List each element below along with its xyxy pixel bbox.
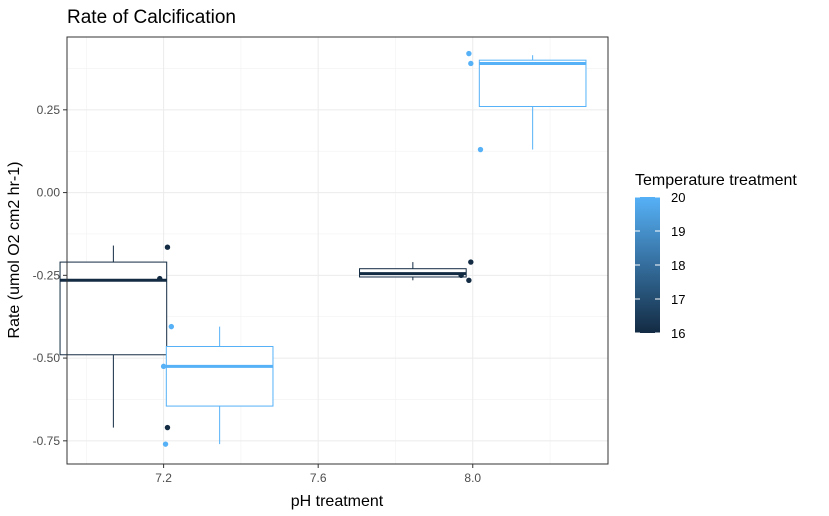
plot-panel	[67, 37, 608, 464]
x-tick-label: 7.2	[155, 471, 172, 485]
legend: Temperature treatment 16 17 18 19 20	[635, 172, 797, 341]
legend-break-label: 16	[671, 326, 685, 341]
data-point	[468, 60, 474, 67]
box-7.2-20	[165, 326, 274, 445]
points	[157, 50, 484, 447]
data-point	[164, 424, 171, 431]
legend-break-label: 17	[671, 292, 685, 307]
data-point	[162, 441, 169, 447]
y-tick-label: 0.00	[37, 186, 61, 200]
grid-minor	[67, 37, 608, 464]
x-tick-label: 8.0	[464, 471, 481, 485]
grid-major	[67, 37, 608, 464]
box-iqr	[59, 261, 168, 356]
legend-title: Temperature treatment	[635, 172, 797, 189]
box-7.2-16	[59, 245, 168, 428]
y-tick-label: 0.25	[37, 103, 61, 117]
box-8-20	[478, 55, 587, 150]
legend-breaks: 16 17 18 19 20	[635, 190, 685, 341]
data-point	[157, 275, 163, 282]
data-point	[477, 146, 484, 153]
legend-break-label: 19	[671, 224, 685, 239]
legend-break-label: 18	[671, 258, 685, 273]
box-8-16	[359, 262, 467, 281]
y-tick-label: -0.25	[33, 268, 61, 282]
y-axis: -0.75 -0.50 -0.25 0.00 0.25	[33, 103, 67, 448]
data-point	[466, 50, 472, 57]
y-tick-label: -0.75	[33, 434, 61, 448]
boxes	[59, 55, 587, 445]
box-iqr	[478, 59, 587, 108]
data-point	[458, 272, 464, 279]
legend-break-label: 20	[671, 190, 685, 205]
x-tick-label: 7.6	[310, 471, 327, 485]
data-point	[160, 363, 167, 370]
data-point	[168, 323, 175, 330]
chart-title: Rate of Calcification	[67, 7, 236, 28]
x-axis-title: pH treatment	[291, 493, 384, 510]
data-point	[164, 244, 171, 250]
data-point	[466, 277, 472, 283]
plot-border	[66, 36, 609, 465]
x-axis: 7.2 7.6 8.0	[155, 464, 481, 485]
y-tick-label: -0.50	[33, 351, 61, 365]
y-axis-title: Rate (umol O2 cm2 hr-1)	[6, 162, 23, 339]
data-point	[468, 259, 474, 265]
box-iqr	[165, 345, 274, 407]
